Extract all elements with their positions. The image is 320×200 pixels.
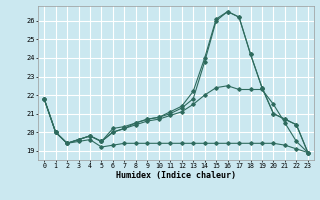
X-axis label: Humidex (Indice chaleur): Humidex (Indice chaleur) bbox=[116, 171, 236, 180]
